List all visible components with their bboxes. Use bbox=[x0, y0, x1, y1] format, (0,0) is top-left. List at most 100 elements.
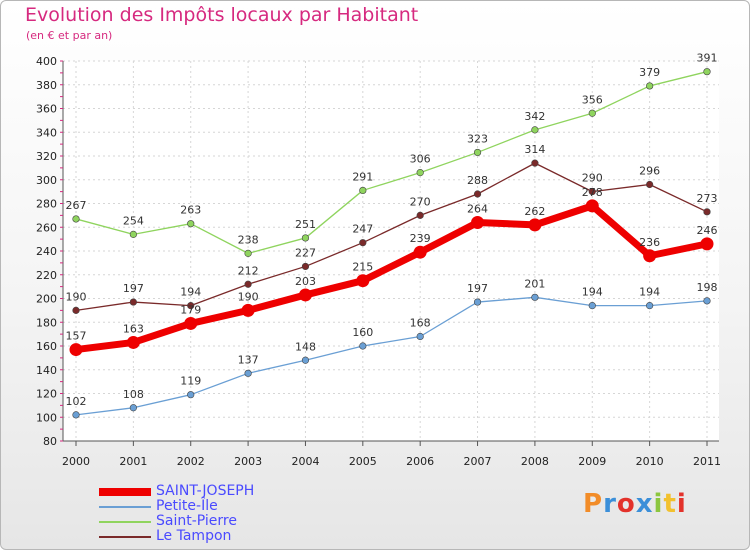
legend-swatch bbox=[99, 521, 151, 523]
data-label: 391 bbox=[697, 52, 718, 65]
data-label: 190 bbox=[238, 290, 259, 303]
data-label: 264 bbox=[467, 203, 488, 216]
grid-layer bbox=[63, 60, 719, 442]
x-tick-label: 2008 bbox=[521, 455, 549, 468]
plot-area bbox=[63, 61, 719, 441]
logo-letter: o bbox=[616, 489, 636, 519]
x-tick-label: 2009 bbox=[578, 455, 606, 468]
data-point bbox=[643, 249, 657, 263]
data-label: 246 bbox=[697, 224, 718, 237]
logo-letter: P bbox=[583, 489, 604, 519]
data-point bbox=[72, 411, 80, 419]
data-point bbox=[72, 306, 80, 314]
data-label: 194 bbox=[180, 286, 201, 299]
y-tick-label: 200 bbox=[36, 293, 57, 306]
data-point bbox=[588, 109, 596, 117]
data-label: 239 bbox=[410, 232, 431, 245]
series-petite-ile bbox=[72, 293, 711, 419]
data-label: 157 bbox=[66, 330, 87, 343]
data-point bbox=[298, 288, 312, 302]
series-layer bbox=[69, 68, 714, 419]
legend-label: Saint-Pierre bbox=[156, 513, 237, 529]
data-label: 263 bbox=[180, 204, 201, 217]
data-label: 236 bbox=[639, 236, 660, 249]
y-tick-label: 260 bbox=[36, 221, 57, 234]
y-tick-label: 280 bbox=[36, 198, 57, 211]
legend-label: Petite-Île bbox=[156, 498, 218, 514]
data-label: 163 bbox=[123, 322, 144, 335]
data-label: 267 bbox=[66, 199, 87, 212]
label-layer: 102 108 119 137 148 160 168 197 201 194 194 198 267 2… bbox=[66, 52, 718, 408]
data-point bbox=[69, 343, 83, 357]
data-point bbox=[703, 208, 711, 216]
legend-swatch bbox=[99, 506, 151, 508]
x-tick-label: 2000 bbox=[62, 455, 90, 468]
data-point bbox=[359, 186, 367, 195]
data-point bbox=[416, 169, 424, 177]
data-point bbox=[359, 342, 367, 350]
data-point bbox=[473, 148, 482, 157]
data-label: 356 bbox=[582, 93, 603, 106]
legend-item: SAINT-JOSEPH bbox=[99, 483, 339, 500]
data-label: 108 bbox=[123, 388, 144, 401]
data-point bbox=[184, 316, 198, 330]
x-tick-label: 2011 bbox=[693, 455, 721, 468]
data-point bbox=[301, 234, 310, 242]
data-label: 203 bbox=[295, 275, 316, 288]
data-point bbox=[646, 82, 654, 90]
data-label: 197 bbox=[123, 282, 144, 295]
axis-layer: 80 100 120 140 160 180 200 220 240 260 280 300 320 34… bbox=[36, 55, 721, 468]
legend-swatch bbox=[99, 488, 151, 496]
data-label: 270 bbox=[410, 195, 431, 208]
y-tick-label: 80 bbox=[43, 435, 57, 448]
y-tick-label: 340 bbox=[36, 126, 57, 139]
legend-label: SAINT-JOSEPH bbox=[156, 483, 255, 499]
data-point bbox=[244, 280, 252, 288]
data-point bbox=[244, 249, 252, 257]
data-label: 160 bbox=[352, 326, 373, 339]
data-label: 278 bbox=[582, 186, 603, 199]
data-point bbox=[129, 298, 137, 306]
data-label: 197 bbox=[467, 282, 488, 295]
data-point bbox=[72, 215, 80, 223]
data-point bbox=[646, 302, 654, 310]
y-tick-label: 220 bbox=[36, 269, 57, 282]
y-tick-label: 360 bbox=[36, 103, 57, 116]
data-label: 137 bbox=[238, 353, 259, 366]
data-point bbox=[531, 126, 539, 134]
data-point bbox=[473, 190, 482, 198]
data-point bbox=[187, 220, 195, 228]
legend-item: Petite-Île bbox=[99, 498, 339, 515]
y-tick-label: 160 bbox=[36, 340, 57, 353]
x-tick-label: 2003 bbox=[234, 455, 262, 468]
legend: SAINT-JOSEPH Petite-Île Saint-Pierre Le Tam… bbox=[99, 483, 339, 545]
x-tick-label: 2006 bbox=[406, 455, 434, 468]
x-tick-label: 2010 bbox=[636, 455, 664, 468]
data-label: 323 bbox=[467, 132, 488, 145]
x-tick-label: 2001 bbox=[119, 455, 147, 468]
series-saint-pierre bbox=[72, 68, 711, 257]
data-point bbox=[646, 180, 654, 189]
x-tick-label: 2004 bbox=[291, 455, 319, 468]
series-line-le-tampon bbox=[75, 162, 708, 312]
data-label: 342 bbox=[524, 110, 545, 123]
x-tick-label: 2002 bbox=[177, 455, 205, 468]
data-point bbox=[528, 218, 542, 232]
y-tick-label: 320 bbox=[36, 150, 57, 163]
legend-label: Le Tampon bbox=[156, 528, 232, 544]
y-tick-label: 300 bbox=[36, 174, 57, 187]
legend-swatch bbox=[99, 536, 151, 538]
data-label: 251 bbox=[295, 218, 316, 231]
data-label: 247 bbox=[352, 223, 373, 236]
data-point bbox=[126, 335, 140, 349]
data-label: 194 bbox=[639, 286, 660, 299]
data-point bbox=[703, 68, 711, 76]
logo-letter: i bbox=[653, 489, 664, 519]
series-line-petite-ile bbox=[75, 296, 708, 416]
data-point bbox=[413, 245, 427, 259]
chart-title: Evolution des Impôts locaux par Habitant bbox=[25, 4, 419, 26]
data-label: 102 bbox=[66, 395, 87, 408]
data-label: 273 bbox=[697, 192, 718, 205]
data-label: 314 bbox=[524, 143, 545, 156]
